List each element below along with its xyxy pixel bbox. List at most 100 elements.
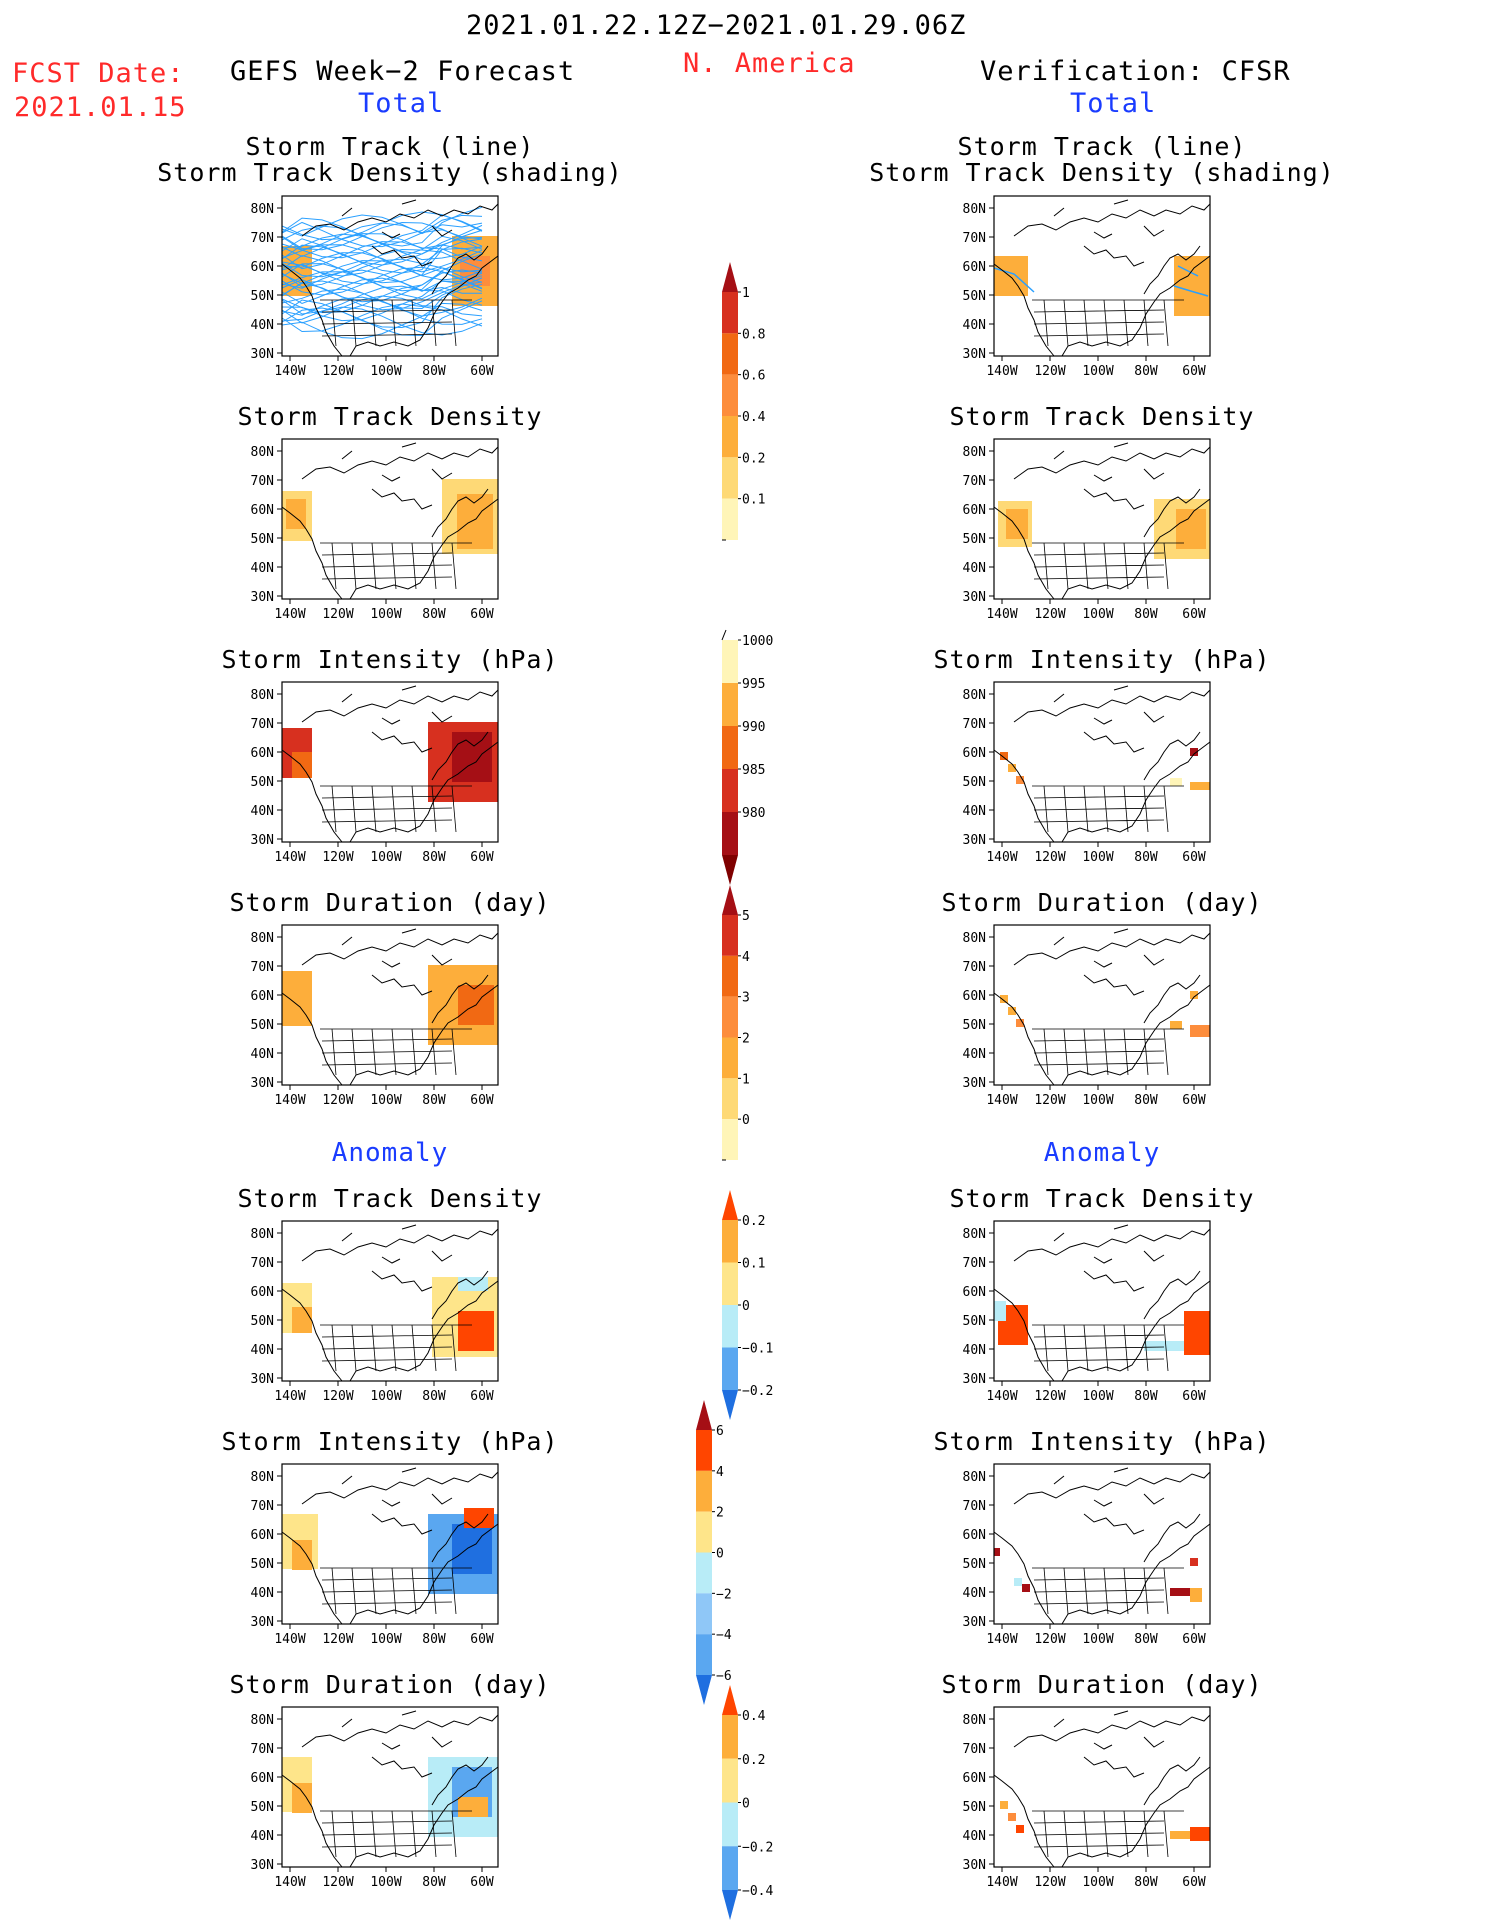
lon-label: 60W [1182,1389,1206,1404]
storm-track-line [281,224,483,255]
shade-cell-1 [1008,1007,1016,1015]
lat-label: 80N [251,1227,274,1242]
lat-label: 40N [963,1829,986,1844]
panel-title-left-4-0: Storm Track Density [237,1184,543,1213]
lat-label: 70N [251,474,274,489]
coastline [993,199,1211,357]
lon-label: 80W [422,1389,446,1404]
lat-label: 80N [963,931,986,946]
shade-cell-4 [458,1797,488,1817]
shade-cell-4 [458,1311,494,1351]
storm-track-line [281,280,483,322]
state-borders [1032,785,1184,833]
lat-label: 30N [251,1858,274,1873]
lat-label: 30N [251,1076,274,1091]
lat-label: 60N [251,746,274,761]
lat-label: 80N [963,445,986,460]
shade-cell-4 [1190,1588,1202,1602]
colorbar-density_anom-segment [722,1220,738,1263]
lon-label: 100W [1082,1875,1113,1890]
region-title: N. America [683,48,856,79]
lon-label: 100W [370,607,401,622]
lon-label: 60W [1182,1632,1206,1647]
storm-track-line [281,288,483,317]
lon-label: 80W [422,1875,446,1890]
left-anomaly-label: Anomaly [331,1138,449,1168]
lat-label: 40N [251,1829,274,1844]
lon-label: 60W [470,1093,494,1108]
colorbar-density_anom-label: 0.2 [742,1214,765,1229]
lon-label: 60W [1182,1093,1206,1108]
coastline [281,442,499,600]
lon-label: 140W [986,1875,1017,1890]
lon-label: 60W [470,850,494,865]
storm-track-line [281,300,483,336]
map-frame [281,195,499,357]
left-total-label: Total [358,88,445,119]
shade-cell-4 [464,1508,494,1528]
lat-label: 80N [251,688,274,703]
colorbar-intensity_anom-segment [696,1552,712,1594]
storm-track-line [281,244,483,273]
panel-title-left-3-0: Storm Duration (day) [229,888,551,917]
lon-label: 140W [986,1389,1017,1404]
lat-label: 30N [963,1076,986,1091]
colorbar-intensity_anom-bottom-arrow [696,1675,712,1705]
state-borders [1032,1567,1184,1615]
lat-label: 60N [251,260,274,275]
shade-cell-3 [1184,1311,1210,1355]
shade-cell-1 [1006,509,1028,539]
shade-cell-0 [1000,1801,1008,1809]
storm-track-line [281,235,483,277]
lon-label: 120W [1034,850,1065,865]
lat-label: 60N [963,1771,986,1786]
storm-track-line [281,277,483,309]
colorbar-duration-label: 0 [742,1113,750,1128]
storm-track-line [281,295,483,324]
lat-label: 50N [963,1800,986,1815]
storm-track-line [281,303,483,333]
date-range-title: 2021.01.22.12Z−2021.01.29.06Z [466,10,967,41]
lon-label: 80W [422,364,446,379]
lon-label: 60W [470,1389,494,1404]
colorbar-intensity_anom-label: −6 [716,1669,732,1684]
lon-label: 80W [422,607,446,622]
shade-cell-4 [1170,1021,1182,1029]
lon-label: 140W [986,364,1017,379]
lon-label: 60W [1182,607,1206,622]
panel-title-right-2-0: Storm Intensity (hPa) [933,645,1271,674]
coastline [993,685,1211,843]
lat-label: 40N [251,804,274,819]
lon-label: 100W [370,364,401,379]
lat-label: 70N [251,717,274,732]
lat-label: 40N [251,318,274,333]
colorbar-density-segment [722,498,738,540]
shade-cell-2 [1022,1584,1030,1592]
colorbar-intensity-label: 995 [742,677,765,692]
lat-label: 60N [963,746,986,761]
shade-cell-5 [1190,782,1210,790]
lat-label: 70N [251,231,274,246]
lat-label: 50N [963,532,986,547]
lon-label: 80W [422,1093,446,1108]
right-column-title: Verification: CFSR [980,56,1291,87]
colorbar-duration_anom-label: −0.2 [742,1840,773,1855]
coastline [281,928,499,1086]
panel-title-left-2-0: Storm Intensity (hPa) [221,645,559,674]
lon-label: 120W [322,1875,353,1890]
map-frame [281,681,499,843]
lon-label: 140W [986,607,1017,622]
lon-label: 120W [1034,1389,1065,1404]
shade-cell-3 [1190,991,1198,999]
colorbar-density-segment [722,292,738,334]
colorbar-intensity_anom-segment [696,1430,712,1471]
lat-label: 70N [251,960,274,975]
lon-label: 60W [470,1875,494,1890]
state-borders [1032,542,1184,590]
panel-title-left-5-0: Storm Intensity (hPa) [221,1427,559,1456]
lat-label: 60N [963,1285,986,1300]
panel-title-left-6-0: Storm Duration (day) [229,1670,551,1699]
